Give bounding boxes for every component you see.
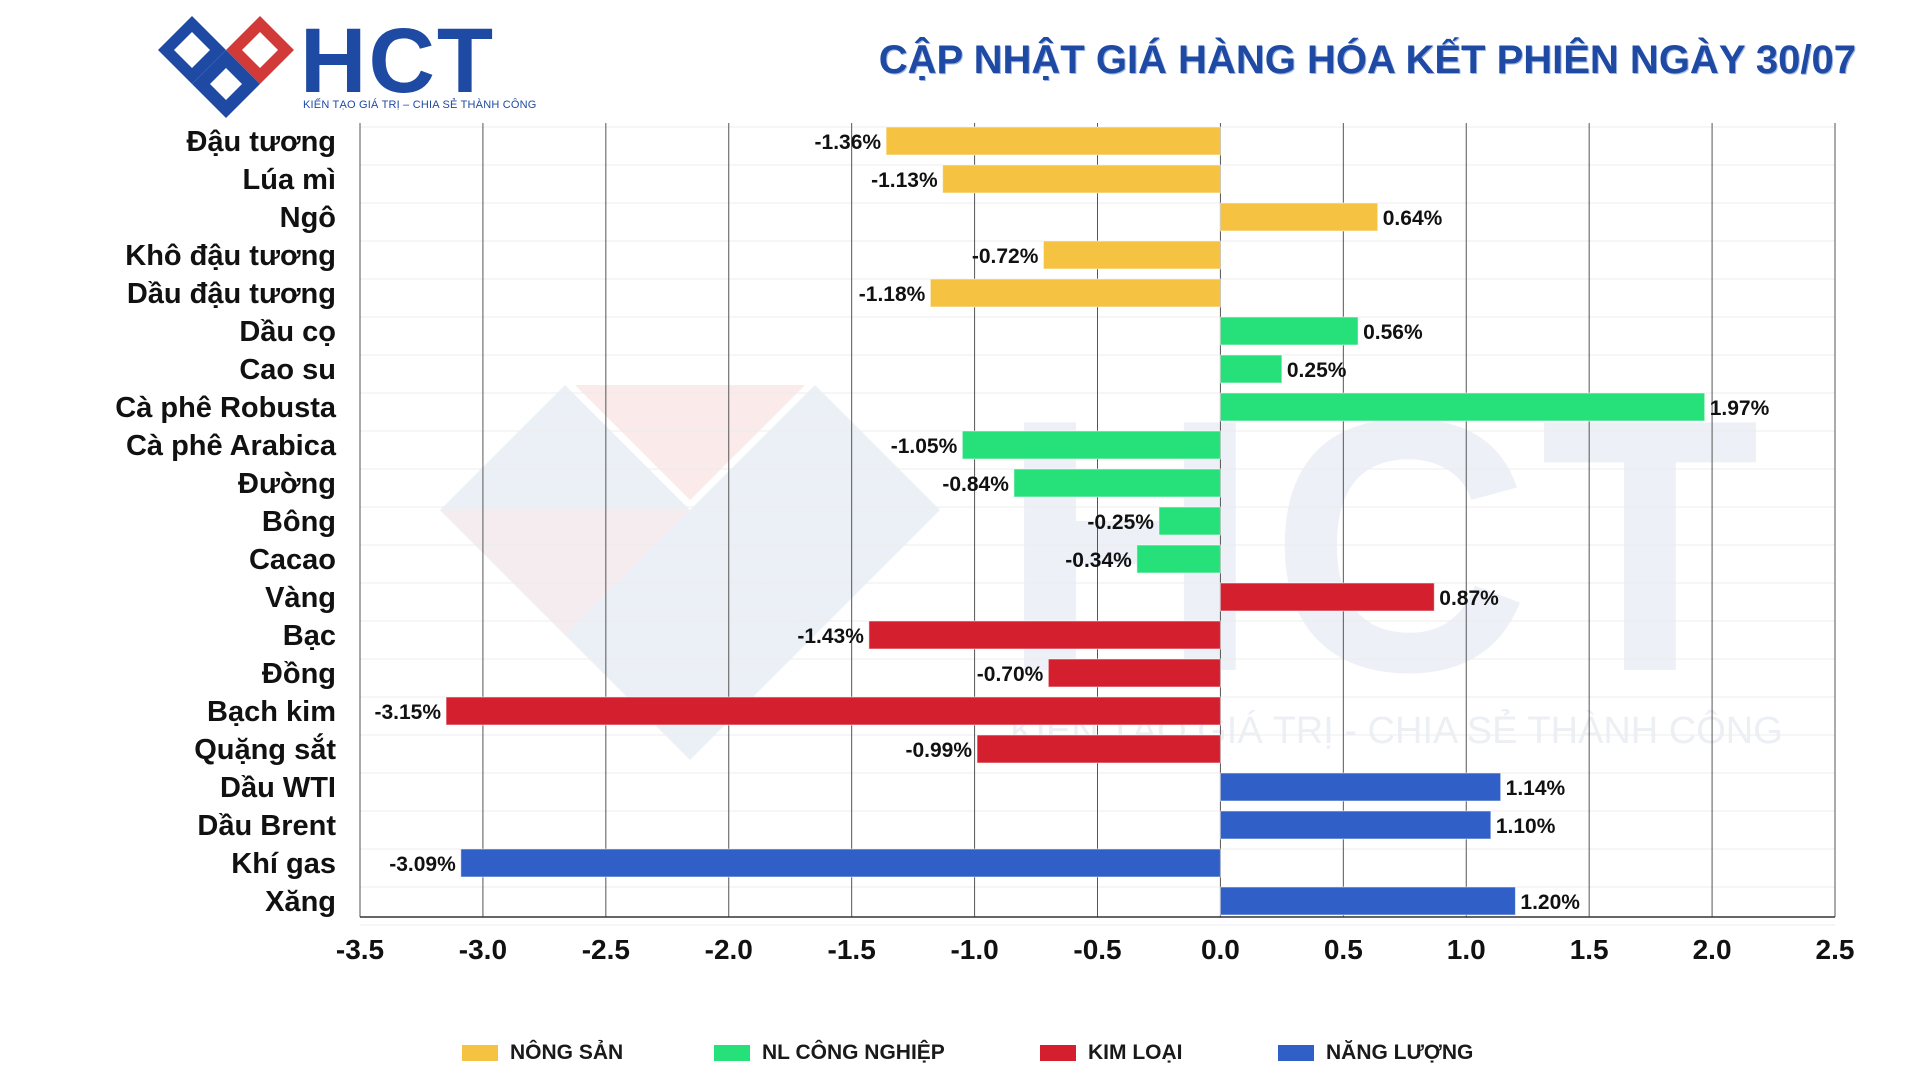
x-tick-label: 2.5 bbox=[1816, 934, 1855, 965]
bar bbox=[976, 734, 1221, 764]
bar bbox=[1219, 582, 1435, 612]
category-label: Dầu WTI bbox=[220, 772, 336, 804]
x-tick-label: -1.0 bbox=[950, 934, 998, 965]
data-label: -1.18% bbox=[859, 283, 926, 306]
bar bbox=[1219, 810, 1492, 840]
legend-item: NĂNG LƯỢNG bbox=[1278, 1041, 1473, 1065]
x-tick-label: 0.5 bbox=[1324, 934, 1363, 965]
bar bbox=[1219, 202, 1379, 232]
data-label: -1.36% bbox=[815, 131, 882, 154]
data-label: -0.70% bbox=[977, 663, 1044, 686]
legend-swatch bbox=[714, 1045, 750, 1061]
bar bbox=[445, 696, 1221, 726]
data-label: -0.99% bbox=[905, 739, 972, 762]
category-label: Cà phê Robusta bbox=[115, 392, 337, 424]
data-label: 1.97% bbox=[1710, 397, 1770, 420]
category-label: Bông bbox=[262, 506, 336, 538]
category-label: Bạch kim bbox=[207, 696, 336, 728]
legend-item: NL CÔNG NGHIỆP bbox=[714, 1041, 945, 1065]
bar bbox=[1219, 354, 1283, 384]
x-tick-label: -1.5 bbox=[828, 934, 876, 965]
bar bbox=[1047, 658, 1221, 688]
data-label: 1.14% bbox=[1506, 777, 1566, 800]
category-label: Khô đậu tương bbox=[125, 240, 336, 272]
category-label: Đậu tương bbox=[186, 126, 336, 158]
data-label: -1.43% bbox=[797, 625, 864, 648]
legend-item: KIM LOẠI bbox=[1040, 1041, 1183, 1065]
legend-label: KIM LOẠI bbox=[1088, 1041, 1183, 1064]
legend-swatch bbox=[462, 1045, 498, 1061]
category-label: Bạc bbox=[283, 620, 336, 652]
category-label: Lúa mì bbox=[243, 164, 336, 196]
category-label: Vàng bbox=[265, 582, 336, 614]
hct-logo: HCT bbox=[158, 10, 495, 118]
category-label: Dầu đậu tương bbox=[127, 278, 336, 310]
bar bbox=[1042, 240, 1221, 270]
bar bbox=[885, 126, 1221, 156]
data-label: -1.13% bbox=[871, 169, 938, 192]
chart-legend: NÔNG SẢN NL CÔNG NGHIỆP KIM LOẠI NĂNG LƯỢNG bbox=[0, 1041, 1920, 1073]
legend-label: NĂNG LƯỢNG bbox=[1326, 1041, 1474, 1064]
category-label: Đồng bbox=[262, 658, 336, 690]
brand-name: HCT bbox=[300, 10, 495, 112]
brand-tagline: KIẾN TẠO GIÁ TRỊ – CHIA SẺ THÀNH CÔNG bbox=[303, 99, 537, 111]
data-label: 0.64% bbox=[1383, 207, 1443, 230]
x-tick-label: 1.0 bbox=[1447, 934, 1486, 965]
category-label: Quặng sắt bbox=[194, 732, 336, 766]
bar bbox=[1158, 506, 1221, 536]
page-title: CẬP NHẬT GIÁ HÀNG HÓA KẾT PHIÊN NGÀY 30/… bbox=[878, 38, 1856, 82]
bar bbox=[942, 164, 1221, 194]
category-label: Cacao bbox=[249, 544, 336, 576]
category-label: Dầu cọ bbox=[239, 316, 336, 348]
bar bbox=[868, 620, 1221, 650]
data-label: 0.56% bbox=[1363, 321, 1423, 344]
x-tick-label: -2.0 bbox=[705, 934, 753, 965]
data-label: -3.15% bbox=[374, 701, 441, 724]
legend-item: NÔNG SẢN bbox=[462, 1041, 623, 1065]
x-tick-label: -3.5 bbox=[336, 934, 384, 965]
bar bbox=[1013, 468, 1221, 498]
legend-swatch bbox=[1278, 1045, 1314, 1061]
diamond-logo-icon bbox=[158, 16, 294, 118]
category-label: Ngô bbox=[280, 202, 336, 234]
data-label: -0.34% bbox=[1065, 549, 1132, 572]
bar bbox=[460, 848, 1221, 878]
x-tick-label: -3.0 bbox=[459, 934, 507, 965]
bar bbox=[1219, 772, 1502, 802]
bar bbox=[929, 278, 1221, 308]
bar bbox=[1219, 392, 1706, 422]
bar bbox=[1136, 544, 1221, 574]
x-tick-label: 2.0 bbox=[1693, 934, 1732, 965]
category-label: Khí gas bbox=[231, 848, 336, 880]
data-label: 1.10% bbox=[1496, 815, 1556, 838]
watermark-diamond-icon bbox=[440, 385, 940, 760]
data-label: -3.09% bbox=[389, 853, 456, 876]
data-label: -0.84% bbox=[942, 473, 1009, 496]
x-tick-label: 1.5 bbox=[1570, 934, 1609, 965]
category-label: Cà phê Arabica bbox=[126, 430, 337, 462]
bar bbox=[961, 430, 1221, 460]
bar bbox=[1219, 316, 1359, 346]
category-label: Đường bbox=[238, 468, 336, 500]
data-label: -0.25% bbox=[1087, 511, 1154, 534]
x-tick-label: 0.0 bbox=[1201, 934, 1240, 965]
legend-label: NL CÔNG NGHIỆP bbox=[762, 1041, 945, 1064]
data-label: -0.72% bbox=[972, 245, 1039, 268]
x-tick-label: -2.5 bbox=[582, 934, 630, 965]
bar bbox=[1219, 886, 1516, 916]
data-label: -1.05% bbox=[891, 435, 958, 458]
category-label: Cao su bbox=[239, 354, 336, 386]
category-label: Dầu Brent bbox=[197, 810, 336, 842]
data-label: 1.20% bbox=[1520, 891, 1580, 914]
x-tick-label: -0.5 bbox=[1073, 934, 1121, 965]
category-label: Xăng bbox=[265, 886, 336, 918]
legend-swatch bbox=[1040, 1045, 1076, 1061]
data-label: 0.25% bbox=[1287, 359, 1347, 382]
commodity-bar-chart: -3.5 -3.0 -2.5 -2.0 -1.5 -1.0 -0.5 0.0 0.5 1.0 1.5… bbox=[115, 123, 1855, 965]
legend-label: NÔNG SẢN bbox=[510, 1041, 624, 1064]
data-label: 0.87% bbox=[1439, 587, 1499, 610]
